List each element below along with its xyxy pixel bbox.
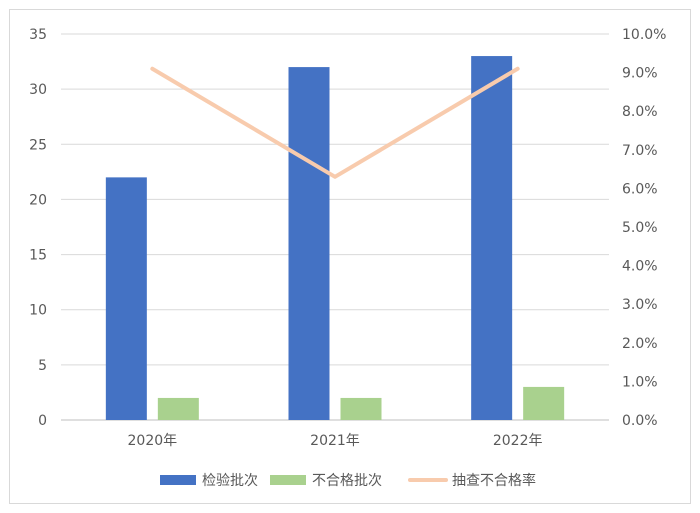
bar-failed-2	[523, 386, 565, 420]
x-tick-label: 2022年	[493, 433, 543, 449]
y-right-tick-label: 9.0%	[622, 66, 658, 82]
y-right-tick-label: 7.0%	[622, 143, 658, 159]
legend-swatch	[160, 475, 196, 485]
bar-inspection-0	[105, 177, 147, 420]
y-right-tick-label: 10.0%	[622, 27, 666, 43]
y-left-tick-label: 0	[38, 413, 47, 429]
y-right-tick-label: 5.0%	[622, 220, 658, 236]
y-left-tick-label: 25	[29, 137, 47, 153]
line-failure-rate	[150, 66, 520, 179]
y-left-tick-label: 35	[29, 27, 47, 43]
bar-failed-0	[157, 397, 199, 420]
y-left-tick-label: 5	[38, 358, 47, 374]
y-left-tick-label: 15	[29, 248, 47, 264]
y-right-tick-label: 4.0%	[622, 259, 658, 275]
y-right-tick-label: 2.0%	[622, 336, 658, 352]
bar-inspection-1	[288, 67, 330, 420]
y-left-tick-label: 20	[29, 192, 47, 208]
y-right-tick-label: 8.0%	[622, 104, 658, 120]
legend-label: 检验批次	[202, 473, 258, 489]
y-right-tick-label: 1.0%	[622, 374, 658, 390]
bar-inspection-2	[471, 56, 513, 421]
y-right-tick-label: 6.0%	[622, 181, 658, 197]
x-tick-label: 2021年	[310, 433, 360, 449]
y-right-tick-label: 0.0%	[622, 413, 658, 429]
y-left-tick-label: 30	[29, 82, 47, 98]
y-right-tick-label: 3.0%	[622, 297, 658, 313]
legend-swatch	[270, 475, 306, 485]
x-tick-label: 2020年	[128, 433, 178, 449]
bar-failed-1	[340, 397, 382, 420]
y-left-tick-label: 10	[29, 303, 47, 319]
legend-label: 不合格批次	[312, 473, 382, 489]
legend-label: 抽查不合格率	[452, 472, 536, 489]
